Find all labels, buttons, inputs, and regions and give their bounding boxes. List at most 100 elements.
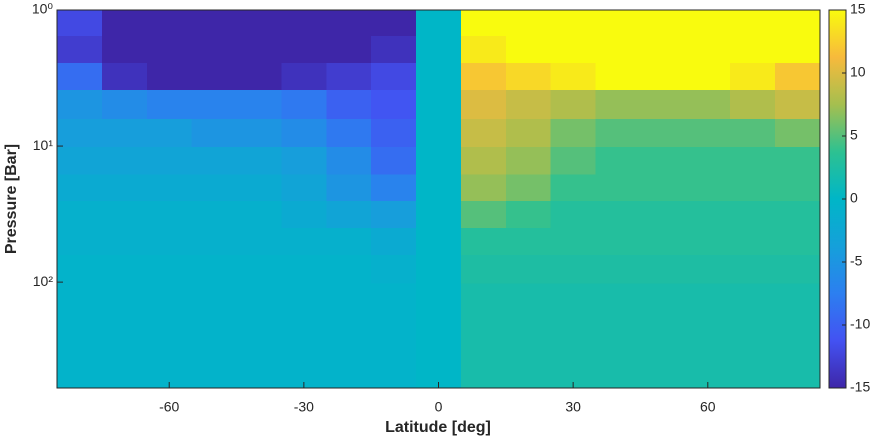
x-axis-label: Latitude [deg] bbox=[385, 419, 491, 436]
heat-cell bbox=[640, 62, 686, 91]
heat-cell bbox=[775, 90, 821, 120]
heat-cell bbox=[685, 283, 731, 311]
heat-cell bbox=[281, 310, 327, 338]
heat-cell bbox=[191, 200, 238, 229]
heat-cell bbox=[281, 147, 327, 175]
heat-cell bbox=[775, 35, 821, 64]
heat-cell bbox=[416, 62, 462, 91]
heat-cell bbox=[595, 118, 641, 148]
heat-cell bbox=[730, 10, 776, 37]
heat-cell bbox=[416, 10, 462, 37]
heat-cell bbox=[640, 283, 686, 311]
heat-cell bbox=[146, 255, 193, 284]
heat-cell bbox=[146, 90, 193, 120]
heat-cell bbox=[371, 62, 417, 91]
heat-cell bbox=[595, 310, 641, 338]
heat-cell bbox=[371, 310, 417, 338]
heat-cell bbox=[685, 90, 731, 120]
heat-cell bbox=[281, 118, 327, 148]
heat-cell bbox=[101, 174, 148, 202]
heat-cell bbox=[595, 227, 641, 256]
heat-cell bbox=[416, 255, 462, 284]
heat-cell bbox=[685, 10, 731, 37]
heat-cell bbox=[775, 227, 821, 256]
heat-cell bbox=[326, 283, 372, 311]
heat-cell bbox=[236, 336, 282, 365]
colorbar-tick-label: 5 bbox=[850, 127, 858, 143]
heat-cell bbox=[730, 283, 776, 311]
heat-cell bbox=[505, 118, 552, 148]
heat-cell bbox=[281, 227, 327, 256]
heat-cell bbox=[595, 364, 641, 389]
heat-cell bbox=[236, 364, 282, 389]
heat-cell bbox=[640, 90, 686, 120]
heat-cell bbox=[57, 174, 103, 202]
heat-cell bbox=[281, 90, 327, 120]
heat-cell bbox=[460, 310, 507, 338]
heat-cell bbox=[775, 336, 821, 365]
heat-cell bbox=[326, 174, 372, 202]
heat-cell bbox=[550, 255, 597, 284]
heat-cell bbox=[550, 147, 597, 175]
heat-cell bbox=[730, 147, 776, 175]
heat-cell bbox=[550, 10, 597, 37]
heat-cell bbox=[146, 283, 193, 311]
heat-cell bbox=[146, 35, 193, 64]
heat-cell bbox=[101, 90, 148, 120]
heat-cell bbox=[460, 364, 507, 389]
heat-cell bbox=[281, 283, 327, 311]
heat-cell bbox=[730, 255, 776, 284]
colorbar-tick-label: -15 bbox=[850, 379, 870, 395]
heat-cell bbox=[460, 118, 507, 148]
heat-cell bbox=[57, 200, 103, 229]
heat-cell bbox=[101, 200, 148, 229]
heat-cell bbox=[550, 227, 597, 256]
heat-cell bbox=[191, 90, 238, 120]
heat-cell bbox=[101, 147, 148, 175]
y-axis-label: Pressure [Bar] bbox=[3, 144, 20, 254]
heat-cell bbox=[146, 336, 193, 365]
heat-cell bbox=[281, 255, 327, 284]
heat-cell bbox=[326, 90, 372, 120]
heat-cell bbox=[146, 147, 193, 175]
colorbar-tick-label: -10 bbox=[850, 316, 870, 332]
heat-cell bbox=[775, 174, 821, 202]
heat-cell bbox=[685, 147, 731, 175]
heat-cell bbox=[191, 283, 238, 311]
heat-cell bbox=[416, 227, 462, 256]
colorbar-tick-label: 15 bbox=[850, 1, 866, 17]
heat-cell bbox=[57, 310, 103, 338]
heat-cell bbox=[236, 255, 282, 284]
heat-cell bbox=[505, 147, 552, 175]
heat-cell bbox=[685, 310, 731, 338]
heat-cell bbox=[460, 147, 507, 175]
heat-cell bbox=[730, 310, 776, 338]
heat-cell bbox=[371, 336, 417, 365]
heat-cell bbox=[550, 90, 597, 120]
heat-cell bbox=[550, 62, 597, 91]
heat-cell bbox=[236, 118, 282, 148]
heat-cell bbox=[57, 255, 103, 284]
heat-cell bbox=[730, 118, 776, 148]
heat-cell bbox=[640, 10, 686, 37]
heat-cell bbox=[57, 10, 103, 37]
heat-cell bbox=[460, 227, 507, 256]
heat-cell bbox=[505, 62, 552, 91]
heat-cell bbox=[236, 62, 282, 91]
heat-cell bbox=[191, 118, 238, 148]
heat-cell bbox=[281, 336, 327, 365]
heat-cell bbox=[371, 283, 417, 311]
heat-cell bbox=[191, 10, 238, 37]
heat-cell bbox=[685, 200, 731, 229]
heat-cell bbox=[550, 310, 597, 338]
heat-cell bbox=[371, 255, 417, 284]
heat-cell bbox=[191, 364, 238, 389]
heat-cell bbox=[101, 310, 148, 338]
heat-cell bbox=[57, 283, 103, 311]
y-tick-label: 10² bbox=[33, 273, 54, 289]
heat-cell bbox=[730, 364, 776, 389]
heat-cell bbox=[505, 90, 552, 120]
heat-cell bbox=[640, 35, 686, 64]
heat-cell bbox=[236, 200, 282, 229]
